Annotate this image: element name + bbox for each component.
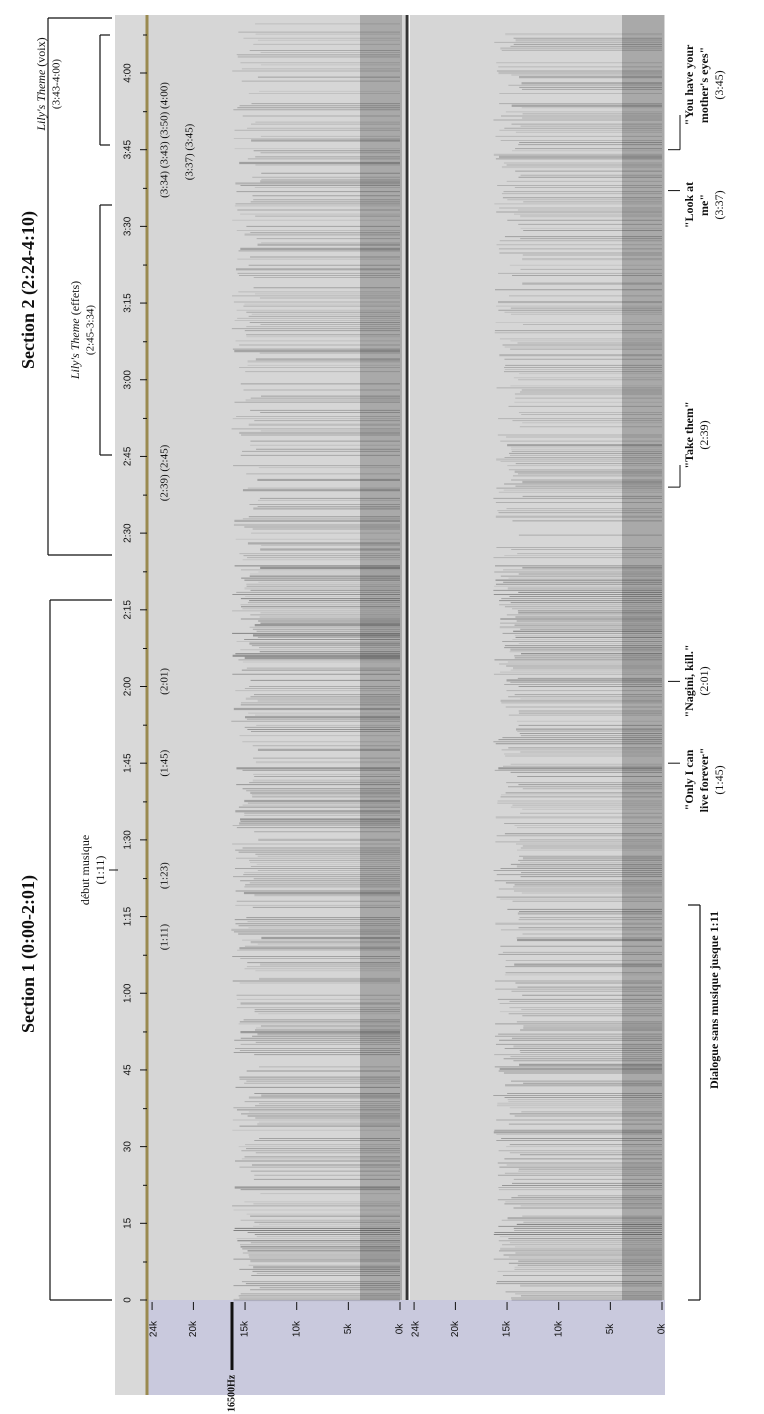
annotations: 0 15 30 45 1:00 1:15 1:30 1:45 2:00 2:15 2:30 2:45 3… [18,17,726,1412]
low-band [622,15,664,1300]
time-mark: (3:37) (3:45) [184,123,196,180]
time-tick-label: 2:45 [123,446,134,466]
time-mark: (2:39) (2:45) [159,444,171,501]
note-text: (1:11) [93,856,107,885]
time-tick-label: 2:15 [123,600,134,620]
time-tick-label: 3:30 [123,216,134,236]
note-text: (2:45-3:34) [85,305,97,355]
dialogue-note: "You have your [682,44,696,125]
time-tick-label: 1:00 [123,983,134,1003]
time-tick-label: 45 [123,1064,134,1076]
time-tick-label: 0 [123,1297,134,1303]
low-band [360,15,402,1300]
time-mark: (1:45) [159,749,171,776]
freq-tick-label: 5k [343,1323,354,1335]
freq-tick-label: 10k [553,1320,564,1337]
freq-tick-label: 5k [605,1323,616,1335]
time-mark: (1:11) [159,923,171,950]
section-title: Section 1 (0:00-2:01) [18,875,39,1033]
dialogue-note: (3:37) [712,190,726,219]
freq-tick-label: 20k [188,1320,199,1337]
freq-tick-label: 24k [411,1320,422,1337]
time-tick-label: 30 [123,1141,134,1153]
time-tick-label: 2:00 [123,676,134,696]
time-tick-label: 3:45 [123,140,134,160]
note-text: Lily's Theme (voix) [34,37,48,131]
time-mark: (3:34) (3:43) (3:50) (4:00) [159,82,171,198]
spectrogram-texture [231,15,664,1302]
dialogue-note: me" [697,194,711,216]
note-text: (3:43-4:00) [51,59,63,109]
dialogue-note: "Look at [682,182,696,228]
note-text: Lily's Theme (effets) [68,281,82,380]
time-mark: (2:01) [159,668,171,695]
section-title: Section 2 (2:24-4:10) [18,211,39,369]
time-tick-label: 3:00 [123,370,134,390]
note-text: début musique [78,835,92,905]
freq-tick-label: 15k [502,1320,513,1337]
time-mark: (1:23) [159,862,171,889]
time-tick-label: 3:15 [123,293,134,313]
dialogue-note: (2:39) [697,420,711,449]
dialogue-note: (3:45) [712,70,726,99]
spectrogram-upper [148,15,405,1300]
note-italic: Lily's Theme [34,69,48,132]
dialogue-note: (2:01) [697,666,711,695]
note-rest: (effets) [68,281,82,318]
freq-tick-label: 15k [240,1320,251,1337]
freq-tick-label: 10k [291,1320,302,1337]
time-ruler [115,15,148,1395]
freq-tick-label: 24k [149,1320,160,1337]
dialogue-note: "Take them" [682,401,696,468]
dialogue-note: mother's eyes" [697,47,711,123]
time-tick-label: 2:30 [123,523,134,543]
time-tick-label: 4:00 [123,63,134,83]
time-tick-label: 1:45 [123,753,134,773]
freq-tick-label: 0k [657,1323,668,1335]
rotated-figure: 0 15 30 45 1:00 1:15 1:30 1:45 2:00 2:15 2:30 2:45 3… [18,15,726,1412]
freq-marker-label: 16500Hz [226,1374,237,1412]
note-italic: Lily's Theme [68,318,82,381]
freq-tick-label: 0k [395,1323,406,1335]
dialogue-note: live forever" [697,748,711,813]
dialogue-note: (1:45) [712,765,726,794]
dialogue-note: "Nagini, kill." [682,644,696,717]
freq-tick-label: 20k [450,1320,461,1337]
time-tick-label: 15 [123,1217,134,1229]
note-rest: (voix) [34,37,48,69]
spectrogram-lower [410,15,665,1300]
dialogue-note: "Only I can [682,749,696,810]
time-tick-label: 1:30 [123,830,134,850]
time-tick-label: 1:15 [123,906,134,926]
dialogue-note: Dialogue sans musique jusque 1:11 [707,911,721,1089]
frequency-ruler [148,1300,665,1395]
